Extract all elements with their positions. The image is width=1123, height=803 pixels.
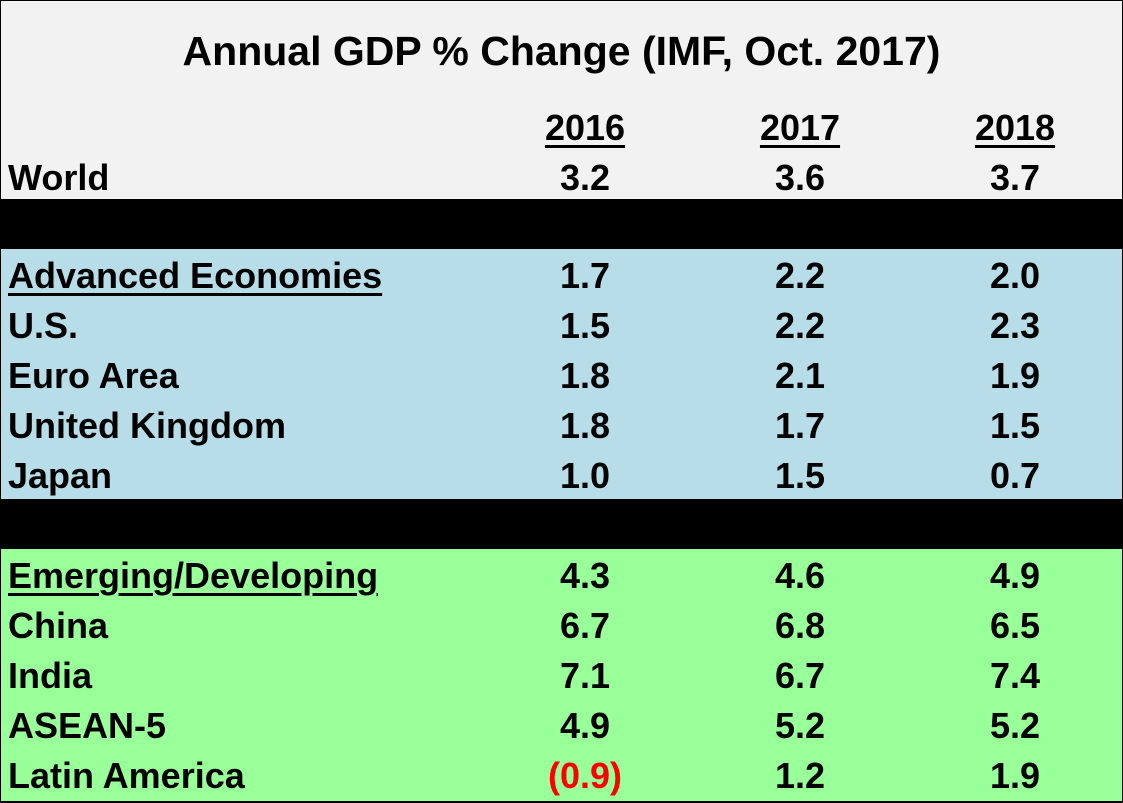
value-cell: 3.7 [989,157,1041,198]
value-cell: 2.2 [774,255,826,296]
value-cell: 1.8 [559,355,611,396]
advanced-section [1,249,1122,499]
value-cell: 1.2 [774,755,826,796]
row-label: Euro Area [8,355,179,396]
table-row: United Kingdom 1.8 1.7 1.5 [1,401,1122,451]
row-label: U.S. [8,305,79,346]
row-label: United Kingdom [8,405,286,446]
value-cell: 7.4 [989,655,1041,696]
table-row: China 6.7 6.8 6.5 [1,601,1122,651]
row-label: ASEAN-5 [8,705,167,746]
world-row: World 3.2 3.6 3.7 [1,153,1122,203]
value-cell: 2.1 [774,355,826,396]
value-cell: 4.9 [559,705,611,746]
group-header-row: Emerging/Developing 4.3 4.6 4.9 [1,551,1122,601]
row-label: Latin America [8,755,245,796]
value-cell: 1.9 [989,755,1041,796]
value-cell: 1.7 [559,255,611,296]
value-cell: 5.2 [989,705,1041,746]
value-cell: (0.9) [547,755,623,796]
table-title: Annual GDP % Change (IMF, Oct. 2017) [182,28,941,74]
value-cell: 3.2 [559,157,611,198]
row-label: India [8,655,93,696]
value-cell: 1.8 [559,405,611,446]
value-cell: 6.7 [559,605,611,646]
table-row: India 7.1 6.7 7.4 [1,651,1122,701]
group-header-row: Advanced Economies 1.7 2.2 2.0 [1,251,1122,301]
value-cell: 4.9 [989,555,1041,596]
table-row: Euro Area 1.8 2.1 1.9 [1,351,1122,401]
emerging-section [1,549,1122,801]
value-cell: 6.7 [774,655,826,696]
value-cell: 6.5 [989,605,1041,646]
value-cell: 1.7 [774,405,826,446]
value-cell: 5.2 [774,705,826,746]
separator-bar [1,199,1122,249]
year-header: 2018 [974,107,1056,148]
value-cell: 4.3 [559,555,611,596]
value-cell: 1.5 [989,405,1041,446]
year-header: 2016 [544,107,626,148]
table-row: Japan 1.0 1.5 0.7 [1,451,1122,501]
table-row: ASEAN-5 4.9 5.2 5.2 [1,701,1122,751]
value-cell: 1.5 [774,455,826,496]
group-label: Emerging/Developing [8,555,379,596]
value-cell: 3.6 [774,157,826,198]
value-cell: 0.7 [989,455,1041,496]
row-label: Japan [8,455,113,496]
value-cell: 2.2 [774,305,826,346]
separator-bar [1,499,1122,549]
value-cell: 6.8 [774,605,826,646]
value-cell: 1.9 [989,355,1041,396]
value-cell: 4.6 [774,555,826,596]
value-cell: 7.1 [559,655,611,696]
table-row: U.S. 1.5 2.2 2.3 [1,301,1122,351]
group-label: Advanced Economies [8,255,383,296]
value-cell: 2.3 [989,305,1041,346]
value-cell: 1.0 [559,455,611,496]
table-row: Latin America (0.9) 1.2 1.9 [1,751,1122,801]
row-label: China [8,605,109,646]
year-header: 2017 [759,107,841,148]
row-label: World [8,157,110,198]
value-cell: 1.5 [559,305,611,346]
year-header-row: 2016 2017 2018 [1,103,1122,153]
value-cell: 2.0 [989,255,1041,296]
